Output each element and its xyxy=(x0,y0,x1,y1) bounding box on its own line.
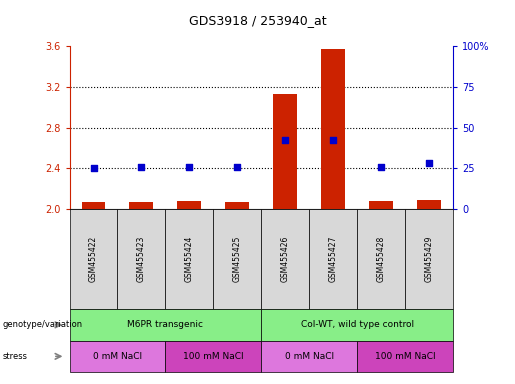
Text: GSM455424: GSM455424 xyxy=(185,236,194,282)
Point xyxy=(281,137,289,144)
Bar xyxy=(273,94,297,209)
Text: GDS3918 / 253940_at: GDS3918 / 253940_at xyxy=(188,14,327,27)
Text: GSM455425: GSM455425 xyxy=(233,236,242,282)
Bar xyxy=(178,201,201,209)
Text: 100 mM NaCl: 100 mM NaCl xyxy=(375,352,436,361)
Text: 100 mM NaCl: 100 mM NaCl xyxy=(183,352,244,361)
Point xyxy=(377,164,385,170)
Text: genotype/variation: genotype/variation xyxy=(3,320,83,329)
Point xyxy=(185,164,194,170)
Text: stress: stress xyxy=(3,352,28,361)
Point xyxy=(329,137,337,143)
Text: GSM455427: GSM455427 xyxy=(329,236,338,282)
Point xyxy=(138,164,146,170)
Text: GSM455423: GSM455423 xyxy=(137,236,146,282)
Text: GSM455422: GSM455422 xyxy=(89,236,98,282)
Bar xyxy=(226,202,249,209)
Bar xyxy=(369,201,393,209)
Text: 0 mM NaCl: 0 mM NaCl xyxy=(285,352,334,361)
Text: Col-WT, wild type control: Col-WT, wild type control xyxy=(301,320,414,329)
Bar xyxy=(417,200,441,209)
Point xyxy=(90,165,98,171)
Text: GSM455426: GSM455426 xyxy=(281,236,290,282)
Text: 0 mM NaCl: 0 mM NaCl xyxy=(93,352,142,361)
Bar xyxy=(321,49,345,209)
Text: GSM455428: GSM455428 xyxy=(377,236,386,282)
Text: GSM455429: GSM455429 xyxy=(425,236,434,282)
Bar xyxy=(81,202,106,209)
Text: M6PR transgenic: M6PR transgenic xyxy=(127,320,203,329)
Bar xyxy=(129,202,153,209)
Point xyxy=(425,160,433,166)
Point xyxy=(233,164,242,170)
